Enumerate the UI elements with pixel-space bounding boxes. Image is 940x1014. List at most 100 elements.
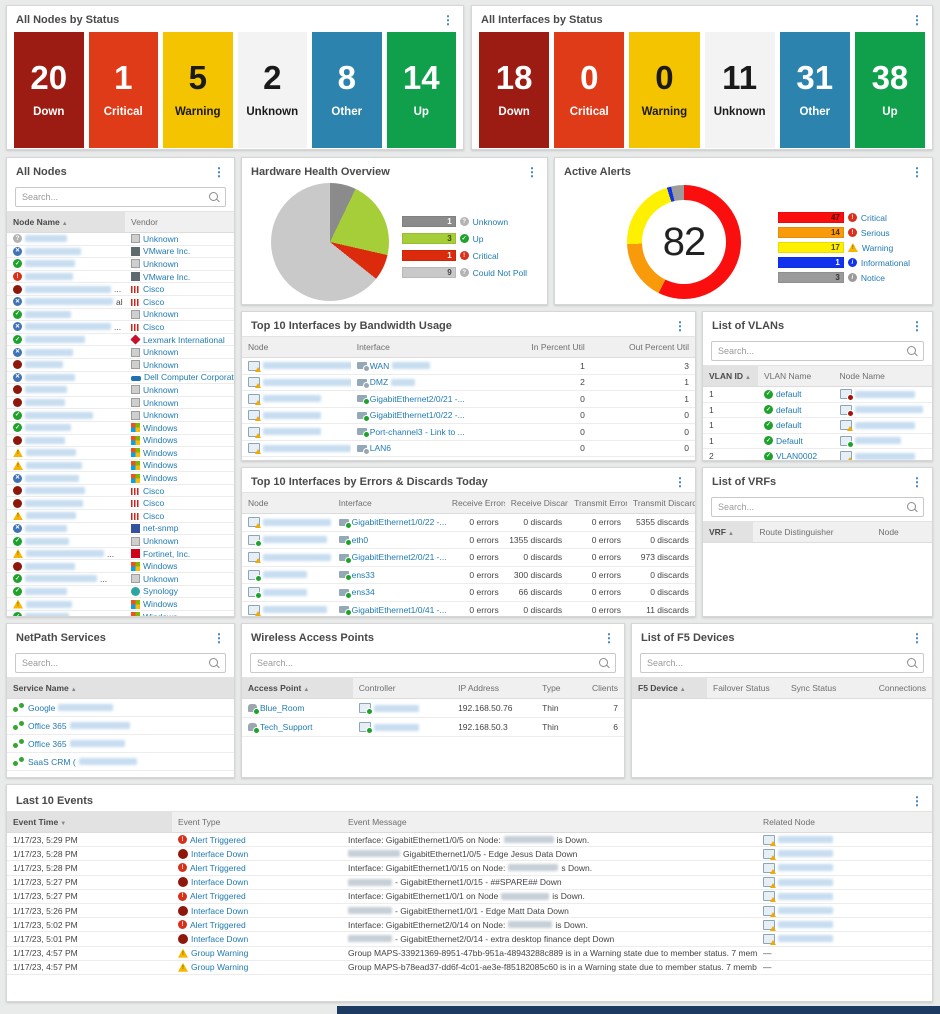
search-icon[interactable] [209,192,218,201]
cell-link[interactable]: Alert Triggered [190,891,246,902]
cell-link[interactable]: Windows [143,435,178,446]
cell-link[interactable]: Windows [143,460,178,471]
cell-link[interactable]: default [775,404,802,415]
search-input[interactable] [711,341,924,361]
cell-link[interactable]: Tech_Support [260,722,313,732]
cell-link[interactable]: Cisco [143,510,165,521]
column-header-transmit-discards[interactable]: Transmit Discards [627,493,695,513]
cell-link[interactable]: Blue_Room [260,703,305,713]
column-header-access-point[interactable]: Access Point ▲ [242,678,353,698]
cell-link[interactable]: WAN [369,360,390,371]
column-header-event-message[interactable]: Event Message [342,812,757,832]
cell-link[interactable]: Unknown [143,359,179,370]
legend-label[interactable]: Notice [860,272,885,283]
column-header-controller[interactable]: Controller [353,678,452,698]
legend-label[interactable]: Critical [860,212,887,223]
cell-link[interactable]: Cisco [143,296,165,307]
column-header-interface[interactable]: Interface [333,493,446,513]
column-header-vlan-name[interactable]: VLAN Name [758,366,834,386]
cell-link[interactable]: Port-channel3 - Link to ... [369,426,465,437]
cell-link[interactable]: Dell Computer Corporation [144,372,234,383]
widget-menu-icon[interactable]: ⋮ [674,318,686,333]
column-header-connections[interactable]: Connections [860,678,932,698]
search-icon[interactable] [907,658,916,667]
cell-link[interactable]: VLAN0002 [775,451,818,461]
column-header-node-name[interactable]: Node Name [834,366,932,386]
column-header-vlan-id[interactable]: VLAN ID ▲ [703,366,758,386]
column-header-node-name[interactable]: Node Name ▲ [7,212,126,232]
column-header-failover-status[interactable]: Failover Status [707,678,785,698]
search-icon[interactable] [599,658,608,667]
cell-link[interactable]: GigabitEthernet2/0/21 -... [351,552,446,563]
cell-link[interactable]: Alert Triggered [190,834,246,845]
cell-link[interactable]: Unknown [143,384,179,395]
column-header-receive-errors[interactable]: Receive Errors [446,493,505,513]
column-header-node[interactable]: Node [242,493,333,513]
cell-link[interactable]: Cisco [143,485,165,496]
status-tile-down[interactable]: 18 Down [479,32,550,148]
column-header-clients[interactable]: Clients [582,678,624,698]
hardware-health-pie-chart[interactable] [271,183,389,301]
widget-menu-icon[interactable]: ⋮ [603,630,615,645]
cell-link[interactable]: Unknown [143,347,179,358]
column-header-transmit-errors[interactable]: Transmit Errors [568,493,627,513]
status-tile-warning[interactable]: 0 Warning [629,32,700,148]
cell-link[interactable]: Office 365 [28,720,67,731]
search-input[interactable] [711,497,924,517]
cell-link[interactable]: GigabitEthernet1/0/41 -... [351,604,446,615]
cell-link[interactable]: Interface Down [191,877,249,888]
column-header-interface[interactable]: Interface [351,337,496,357]
cell-link[interactable]: Interface Down [191,905,249,916]
column-header-service-name[interactable]: Service Name ▲ [7,678,234,698]
cell-link[interactable]: Alert Triggered [190,919,246,930]
cell-link[interactable]: Unknown [143,258,179,269]
cell-link[interactable]: Google [28,702,56,713]
cell-link[interactable]: default [775,420,802,431]
cell-link[interactable]: GigabitEthernet1/0/22 -... [369,410,465,421]
column-header-in-percent-util[interactable]: In Percent Util [496,337,591,357]
cell-link[interactable]: Lexmark International [143,334,225,345]
column-header-f5-device[interactable]: F5 Device ▲ [632,678,707,698]
cell-link[interactable]: ens34 [351,587,375,598]
cell-link[interactable]: ens33 [351,569,375,580]
column-header-type[interactable]: Type [536,678,582,698]
column-header-sync-status[interactable]: Sync Status [785,678,860,698]
status-tile-critical[interactable]: 0 Critical [554,32,625,148]
cell-link[interactable]: Windows [143,473,178,484]
status-tile-warning[interactable]: 5 Warning [163,32,233,148]
cell-link[interactable]: Unknown [143,536,179,547]
legend-label[interactable]: Up [472,233,484,244]
widget-menu-icon[interactable]: ⋮ [442,12,454,27]
status-tile-unknown[interactable]: 11 Unknown [704,32,775,148]
column-header-event-time[interactable]: Event Time ▼ [7,812,172,832]
cell-link[interactable]: Office 365 [28,738,67,749]
legend-label[interactable]: Informational [860,257,910,268]
widget-menu-icon[interactable]: ⋮ [213,630,225,645]
cell-link[interactable]: GigabitEthernet2/0/21 -... [369,393,465,404]
cell-link[interactable]: Windows [143,447,178,458]
cell-link[interactable]: Windows [143,611,178,617]
cell-link[interactable]: Alert Triggered [190,862,246,873]
cell-link[interactable]: Unknown [143,573,179,584]
cell-link[interactable]: Unknown [143,233,179,244]
widget-menu-icon[interactable]: ⋮ [911,164,923,179]
cell-link[interactable]: Unknown [143,397,179,408]
status-tile-up[interactable]: 38 Up [854,32,926,148]
column-header-event-type[interactable]: Event Type [172,812,342,832]
cell-link[interactable]: VMware Inc. [143,246,191,257]
status-tile-unknown[interactable]: 2 Unknown [237,32,307,148]
column-header-receive-discards[interactable]: Receive Discards [505,493,568,513]
search-icon[interactable] [209,658,218,667]
cell-link[interactable]: default [775,389,802,400]
legend-label[interactable]: Unknown [472,216,509,227]
status-tile-up[interactable]: 14 Up [386,32,456,148]
status-tile-other[interactable]: 31 Other [779,32,850,148]
search-input[interactable] [250,653,616,673]
legend-label[interactable]: Warning [861,242,894,253]
cell-link[interactable]: Unknown [143,309,179,320]
status-tile-other[interactable]: 8 Other [312,32,382,148]
cell-link[interactable]: Interface Down [191,933,249,944]
cell-link[interactable]: Intel(R) 82574L Gigabit ... [370,460,467,461]
cell-link[interactable]: DMZ [369,377,389,388]
cell-link[interactable]: VMware Inc. [143,271,191,282]
